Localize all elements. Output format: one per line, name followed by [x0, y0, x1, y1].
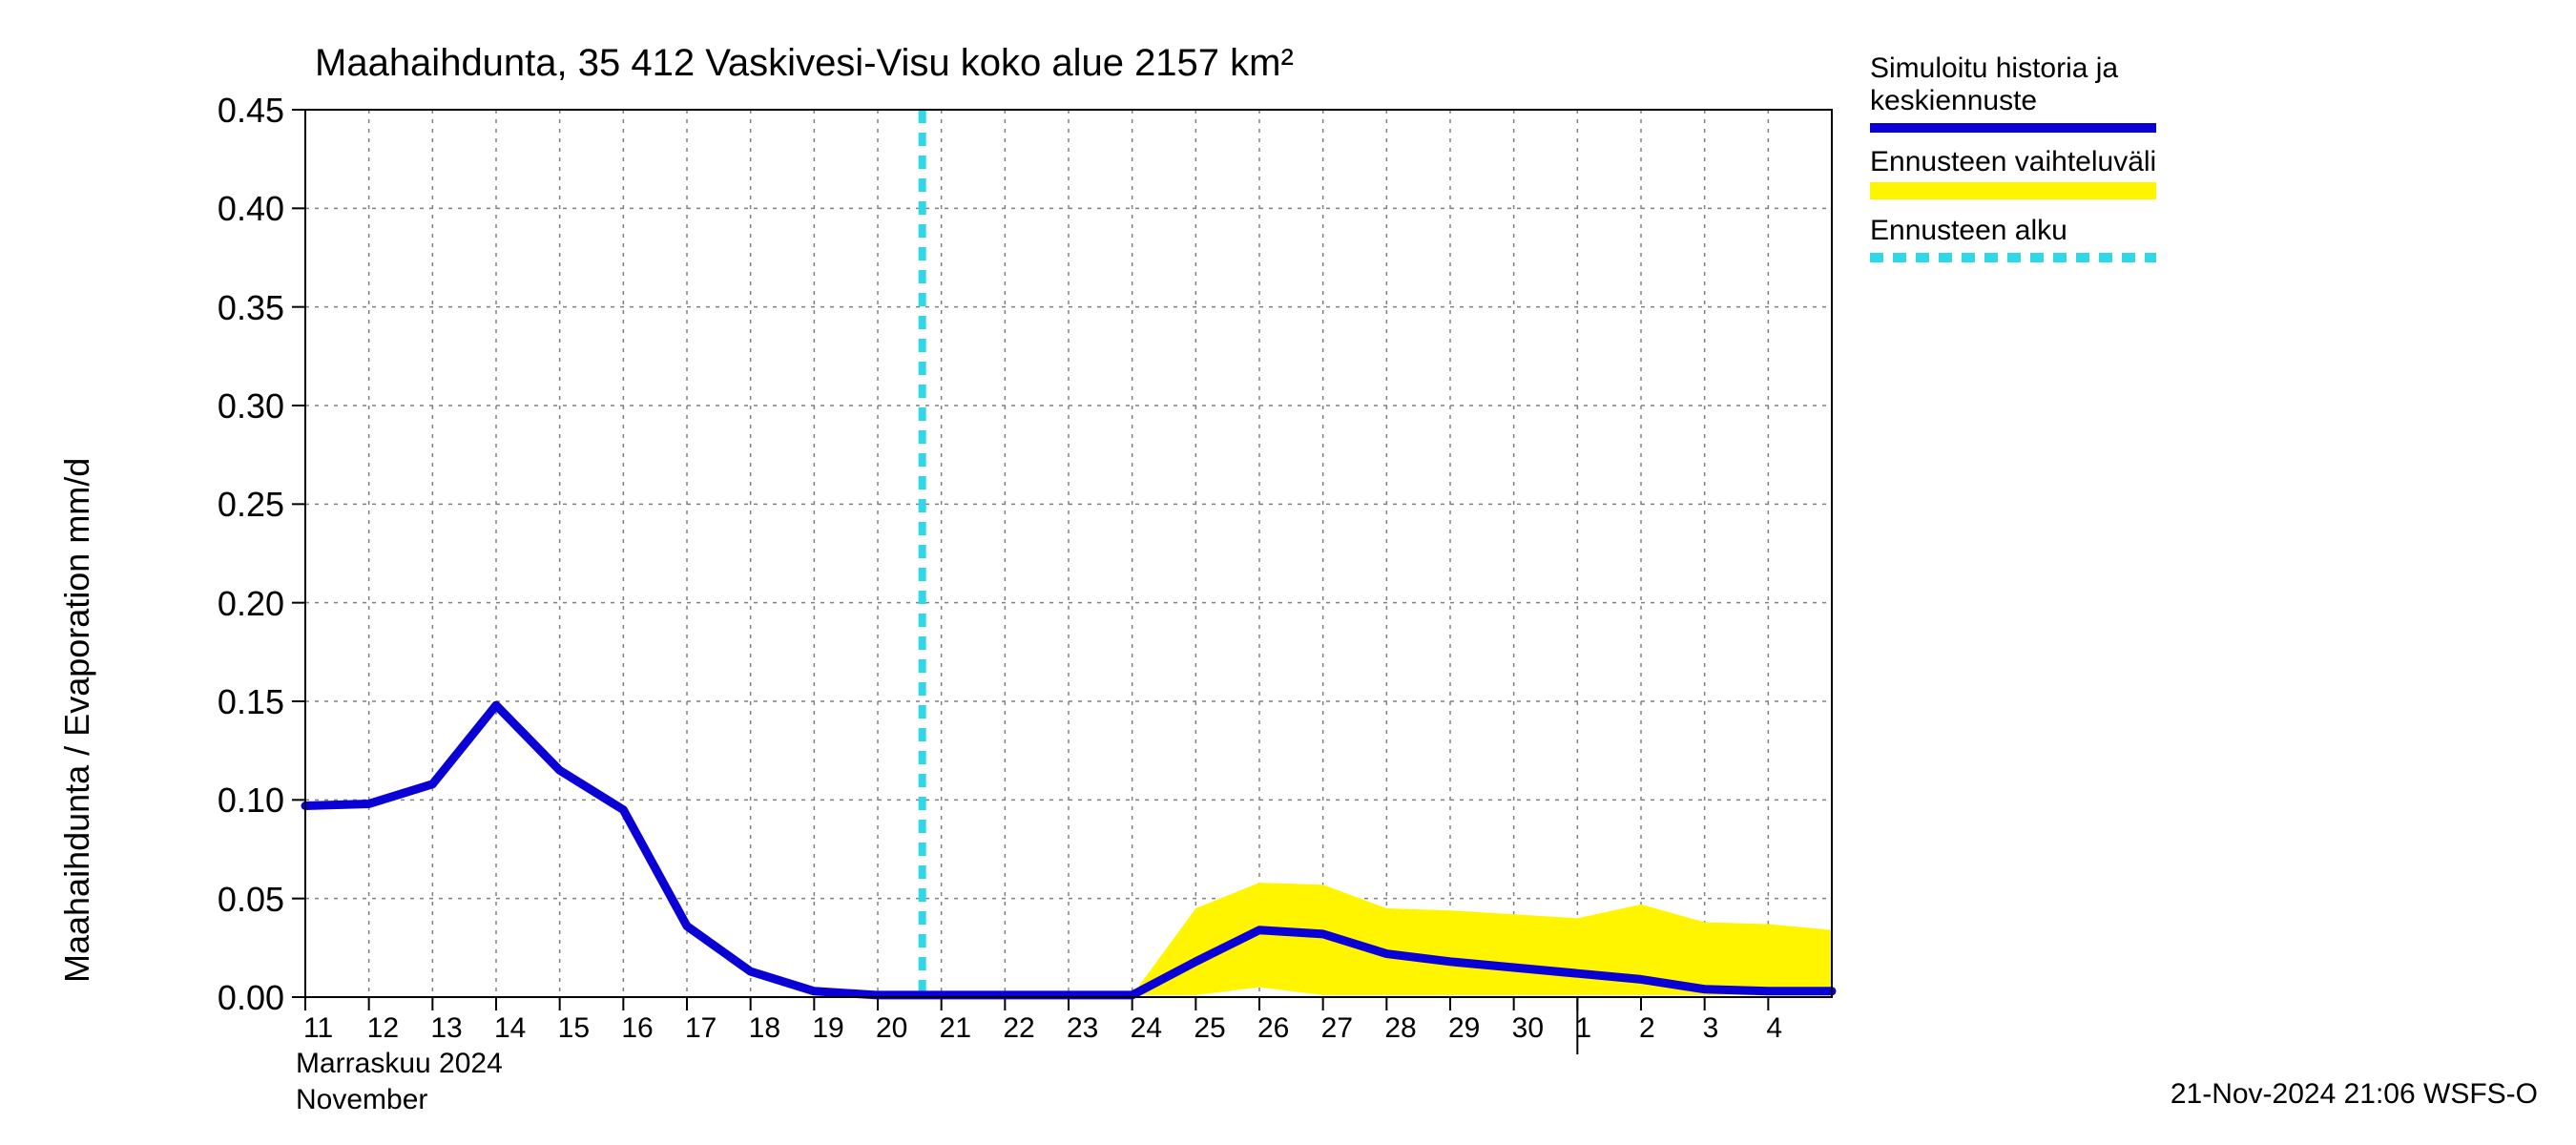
- y-tick-label: 0.05: [218, 880, 284, 920]
- x-tick-label: 27: [1321, 1012, 1353, 1045]
- legend-swatch: [1870, 182, 2156, 205]
- legend-swatch: [1870, 121, 2156, 136]
- month-label-fi: Marraskuu 2024: [296, 1048, 503, 1080]
- x-tick-label: 15: [558, 1012, 590, 1045]
- x-tick-label: 30: [1512, 1012, 1544, 1045]
- timestamp-label: 21-Nov-2024 21:06 WSFS-O: [2171, 1078, 2538, 1111]
- x-tick-label: 20: [876, 1012, 907, 1045]
- x-tick-label: 2: [1639, 1012, 1655, 1045]
- legend-label: Ennusteen vaihteluväli: [1870, 146, 2156, 178]
- month-label-en: November: [296, 1084, 427, 1116]
- x-tick-label: 12: [367, 1012, 399, 1045]
- y-tick-label: 0.35: [218, 288, 284, 328]
- x-tick-label: 18: [749, 1012, 780, 1045]
- x-tick-label: 23: [1067, 1012, 1098, 1045]
- x-tick-label: 19: [812, 1012, 843, 1045]
- legend-label: keskiennuste: [1870, 85, 2156, 117]
- y-tick-label: 0.45: [218, 91, 284, 131]
- x-tick-label: 26: [1257, 1012, 1289, 1045]
- legend-label: Simuloitu historia ja: [1870, 52, 2156, 85]
- x-tick-label: 13: [430, 1012, 462, 1045]
- x-tick-label: 14: [494, 1012, 526, 1045]
- chart-container: Maahaihdunta, 35 412 Vaskivesi-Visu koko…: [0, 0, 2576, 1145]
- y-tick-label: 0.15: [218, 682, 284, 722]
- legend: Simuloitu historia jakeskiennuste Ennuste…: [1870, 52, 2156, 276]
- legend-entry: Ennusteen alku: [1870, 215, 2156, 266]
- y-tick-label: 0.25: [218, 485, 284, 525]
- x-tick-label: 22: [1003, 1012, 1034, 1045]
- x-tick-label: 25: [1194, 1012, 1225, 1045]
- plot-area: [0, 0, 2576, 1145]
- x-tick-label: 28: [1384, 1012, 1416, 1045]
- y-tick-label: 0.20: [218, 584, 284, 624]
- y-tick-label: 0.30: [218, 386, 284, 427]
- legend-entry: Ennusteen vaihteluväli: [1870, 146, 2156, 205]
- x-tick-label: 24: [1131, 1012, 1162, 1045]
- x-tick-label: 17: [685, 1012, 717, 1045]
- legend-entry: Simuloitu historia jakeskiennuste: [1870, 52, 2156, 136]
- x-tick-label: 21: [940, 1012, 971, 1045]
- x-tick-label: 3: [1703, 1012, 1719, 1045]
- x-tick-label: 1: [1575, 1012, 1591, 1045]
- y-tick-label: 0.00: [218, 978, 284, 1018]
- x-tick-label: 4: [1766, 1012, 1782, 1045]
- x-tick-label: 16: [621, 1012, 653, 1045]
- y-tick-label: 0.40: [218, 189, 284, 229]
- y-tick-label: 0.10: [218, 781, 284, 821]
- x-tick-label: 11: [303, 1012, 333, 1045]
- x-tick-label: 29: [1448, 1012, 1480, 1045]
- legend-label: Ennusteen alku: [1870, 215, 2156, 247]
- legend-swatch: [1870, 251, 2156, 266]
